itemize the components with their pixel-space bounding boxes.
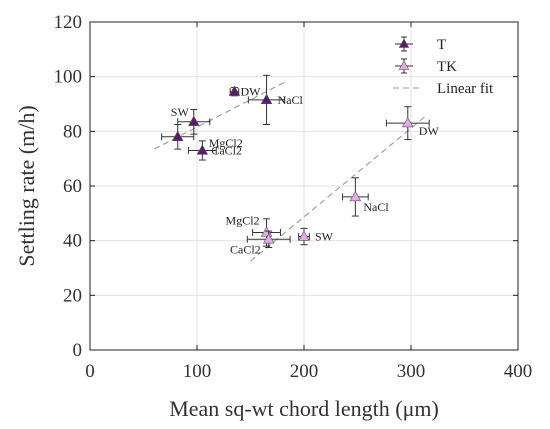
legend: T TK Linear fit [393, 36, 494, 97]
legend-label: Linear fit [437, 81, 494, 97]
y-tick-label: 60 [63, 176, 82, 197]
legend-triangle-marker [398, 60, 410, 70]
point-label: DW [419, 124, 440, 138]
point-label: MgCl2 [209, 136, 243, 150]
triangle-marker [402, 117, 414, 128]
point-label: CaCl2 [211, 143, 242, 157]
x-tick-label: 0 [85, 361, 95, 382]
triangle-marker [260, 93, 273, 105]
y-axis-title-text: Settling rate (m/h) [14, 105, 39, 266]
point-label: SW [315, 230, 334, 244]
data-point-tk-dw: DW [385, 106, 440, 141]
y-tick-label: 20 [63, 285, 82, 306]
point-label: DW [240, 85, 261, 99]
data-point-t-cacl2: CaCl2 [187, 140, 242, 161]
point-label: NaCl [363, 200, 389, 214]
legend-entry-linear-fit: Linear fit [393, 81, 494, 97]
y-tick-label: 0 [73, 340, 83, 361]
data-point-t-nacl: NaCl [247, 74, 304, 125]
y-tick-label: 100 [54, 67, 83, 88]
triangle-marker [228, 85, 241, 96]
legend-label: T [437, 37, 446, 53]
data-point-tk-cacl2: CaCl2 [230, 230, 291, 256]
triangle-marker [349, 190, 362, 202]
point-label: NaCl [278, 93, 304, 107]
legend-entry-t: T [395, 36, 446, 53]
y-tick-label: 120 [54, 12, 83, 33]
y-tick-label: 80 [63, 121, 82, 142]
x-tick-label: 300 [397, 361, 426, 382]
triangle-marker [172, 130, 184, 141]
y-axis-title: Settling rate (m/h) [14, 105, 39, 266]
x-axis-title-text: Mean sq-wt chord length (μm) [169, 396, 439, 421]
y-tick-label: 40 [63, 231, 82, 252]
legend-entry-tk: TK [395, 58, 457, 75]
x-tick-label: 400 [504, 361, 533, 382]
x-tick-label: 100 [183, 361, 212, 382]
linear-fit-line [250, 114, 428, 262]
data-point-tk-nacl: NaCl [342, 177, 389, 217]
data-point-tk-sw: SW [298, 227, 334, 246]
data-point-t-mgcl2: MgCl2 [161, 124, 243, 150]
triangle-marker [196, 144, 209, 155]
point-label: CaCl2 [230, 242, 261, 256]
triangle-marker [262, 233, 275, 244]
legend-label: TK [437, 59, 457, 75]
x-axis-title: Mean sq-wt chord length (μm) [169, 396, 439, 421]
data-point-t-sw: SW [171, 105, 211, 135]
x-tick-label: 200 [290, 361, 319, 382]
axis-ticks: 0 100 200 300 400 0 20 40 60 80 100 120 [54, 12, 533, 382]
triangle-marker [188, 115, 200, 126]
point-label: MgCl2 [226, 213, 260, 227]
data-point-t-dw: DW [228, 85, 261, 99]
triangle-marker [298, 230, 310, 241]
legend-triangle-marker [398, 38, 410, 48]
triangle-marker [260, 226, 273, 237]
point-label: SW [171, 105, 190, 119]
